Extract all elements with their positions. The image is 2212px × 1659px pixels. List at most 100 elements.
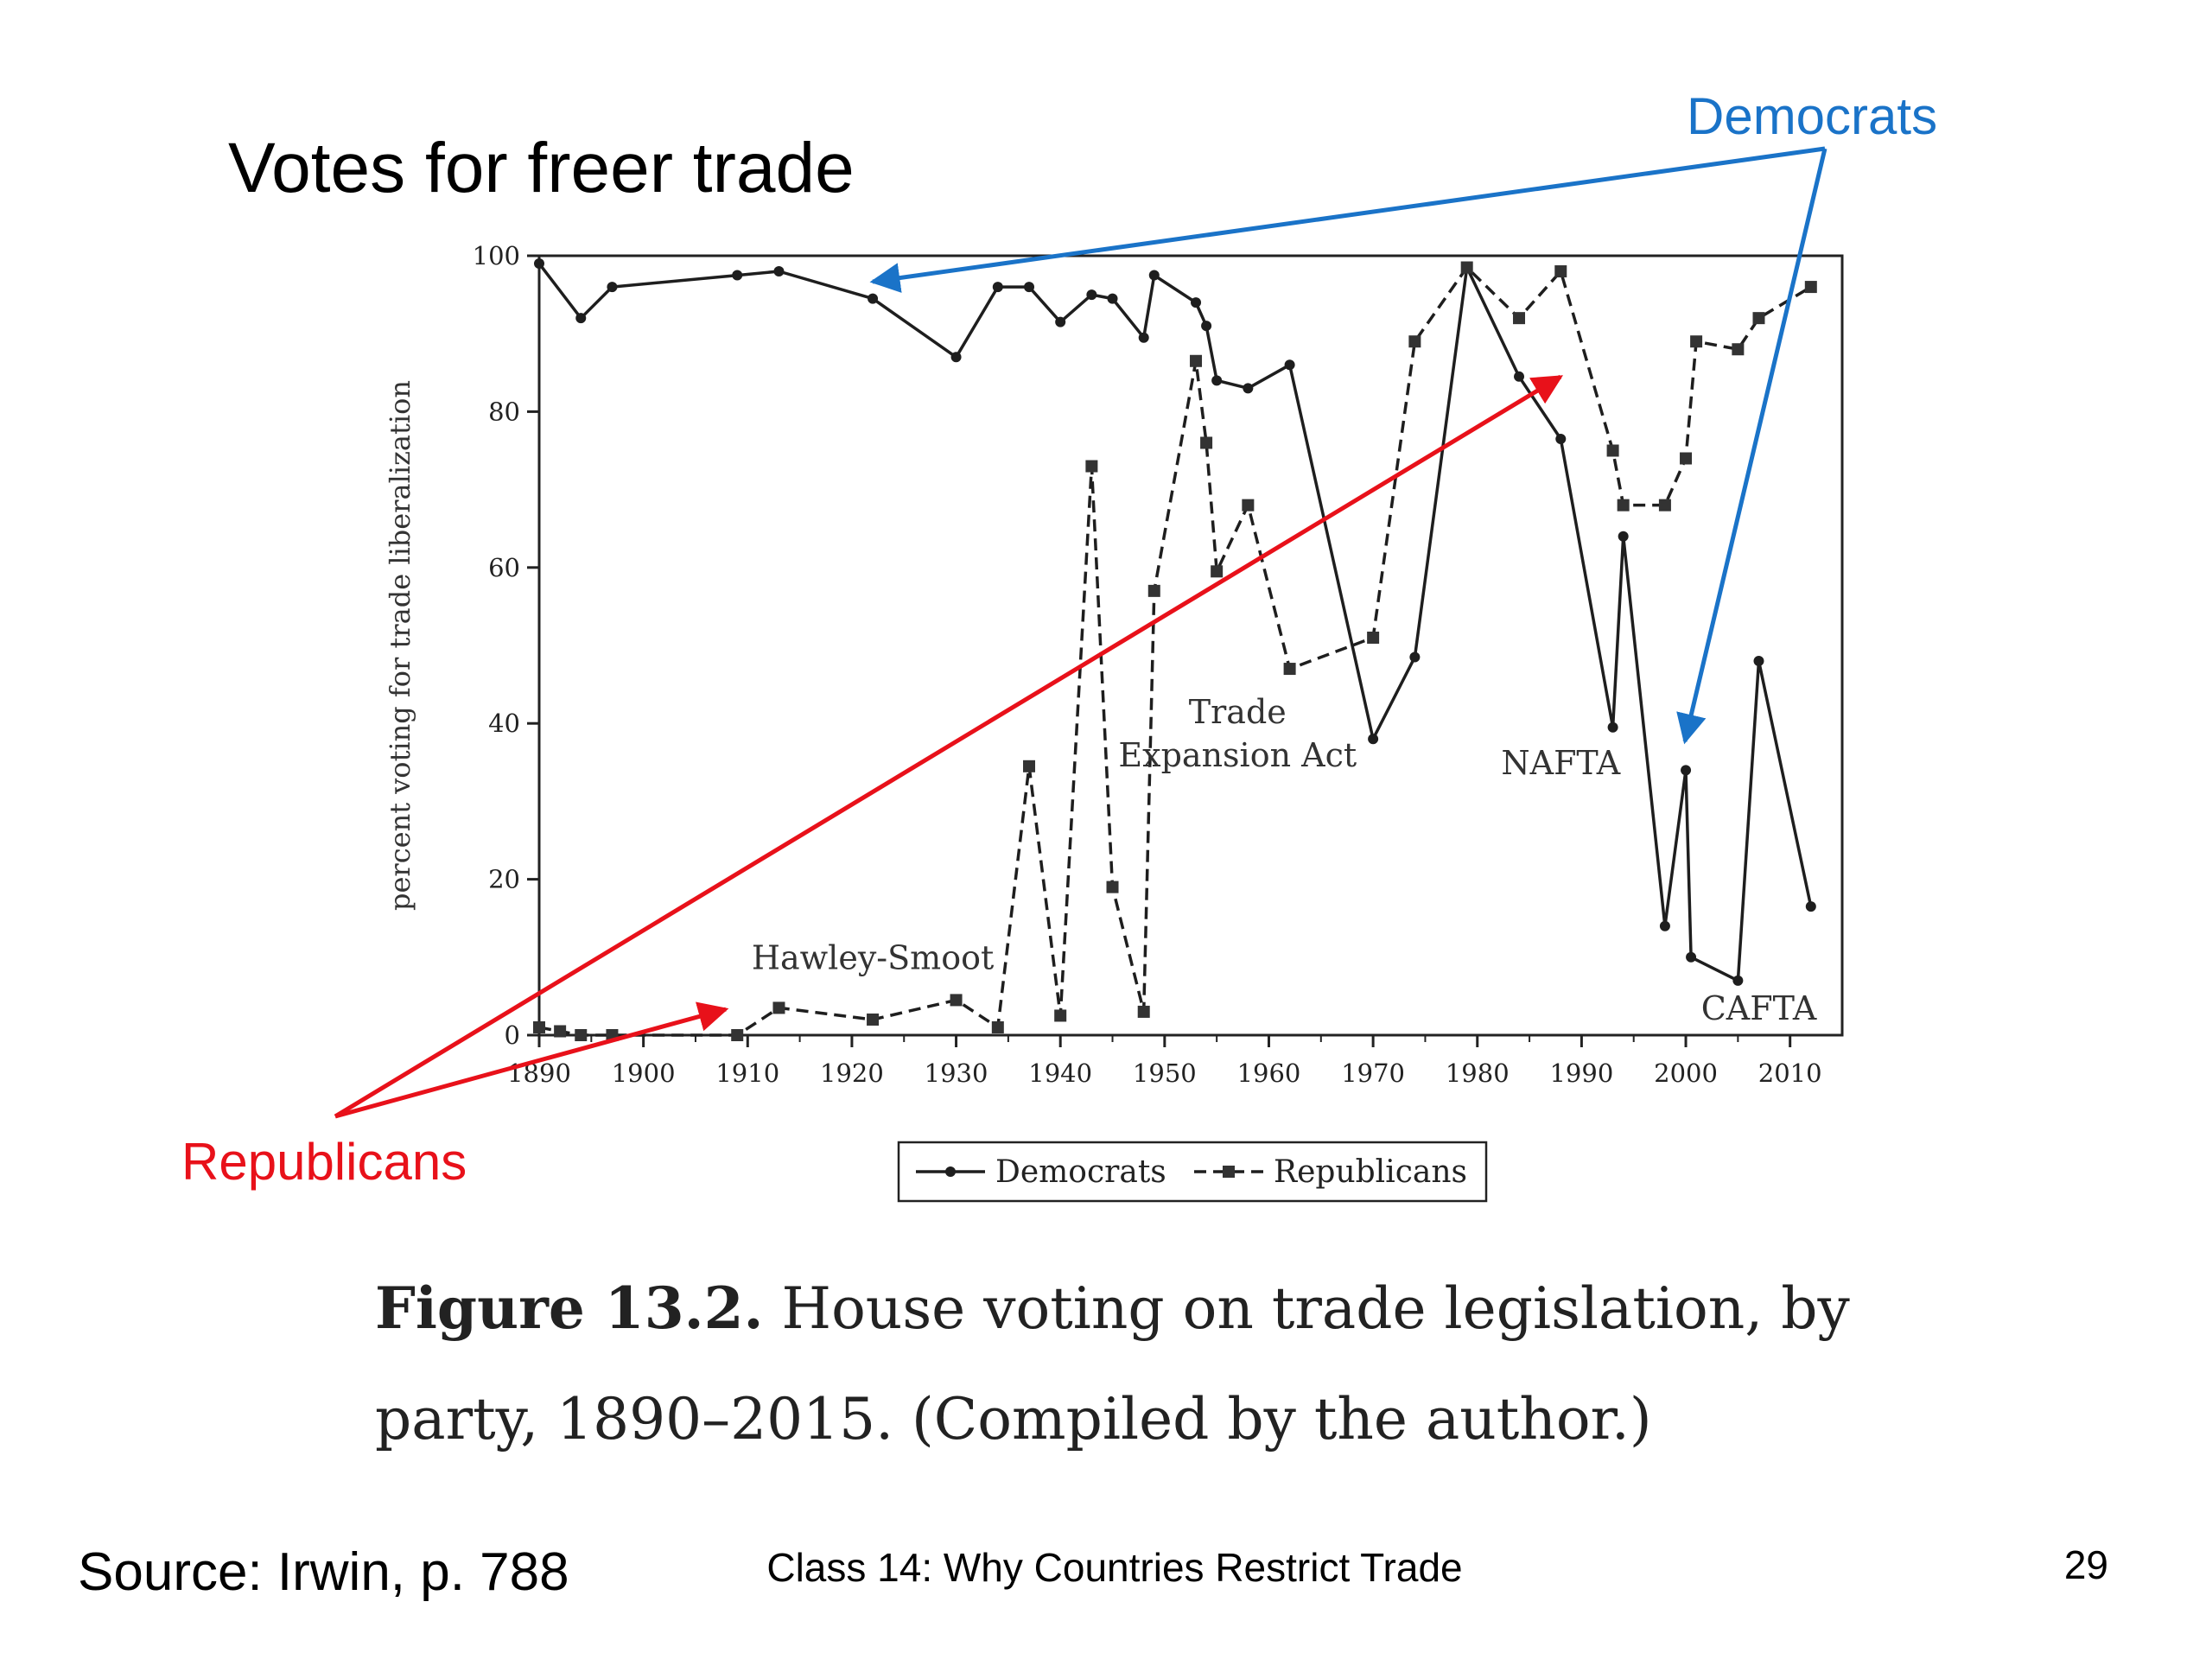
data-point-republicans	[867, 1013, 880, 1026]
x-tick-label: 1940	[1028, 1058, 1092, 1088]
series-line-democrats	[537, 262, 1813, 982]
data-point-democrats	[1805, 901, 1816, 912]
data-point-democrats	[1138, 332, 1149, 343]
y-tick-label: 60	[488, 553, 520, 582]
annotation-label: Hawley-Smoot	[752, 938, 994, 976]
data-point-republicans	[1752, 312, 1765, 325]
data-point-republicans	[1680, 452, 1693, 465]
series-line-republicans	[538, 265, 1812, 1037]
legend-box	[897, 1141, 1488, 1203]
y-axis-label: percent voting for trade liberalization	[384, 380, 416, 911]
data-point-democrats	[1086, 289, 1097, 301]
data-point-republicans	[533, 1020, 545, 1033]
data-point-republicans	[1658, 499, 1671, 512]
legend-label-republicans: Republicans	[1274, 1154, 1467, 1190]
data-point-democrats	[1148, 270, 1160, 281]
annotation-label: CAFTA	[1701, 989, 1817, 1027]
callout-republicans-label: Republicans	[181, 1133, 467, 1191]
x-tick-label: 1970	[1341, 1058, 1405, 1088]
annotation-label: NAFTA	[1501, 744, 1620, 782]
democrats-arrow-to-top-line	[869, 146, 1826, 293]
y-tick-label: 80	[488, 397, 520, 426]
x-tick-label: 1990	[1549, 1058, 1613, 1088]
data-point-democrats	[1409, 652, 1421, 663]
data-point-republicans	[772, 1001, 785, 1014]
page-number: 29	[2063, 1542, 2108, 1587]
annotation-label: Expansion Act	[1118, 736, 1357, 774]
data-point-republicans	[1054, 1009, 1067, 1022]
x-tick-label: 2000	[1654, 1058, 1718, 1088]
data-point-democrats	[1659, 920, 1670, 931]
legend-label-democrats: Democrats	[995, 1154, 1166, 1190]
data-point-democrats	[950, 352, 962, 363]
data-point-republicans	[1190, 354, 1203, 367]
data-point-democrats	[1686, 951, 1697, 963]
data-point-republicans	[1283, 663, 1296, 676]
data-point-republicans	[731, 1029, 744, 1041]
axes: 1890 1900 1910 1920 1930 1940 1950 1960 1970 1980…	[384, 241, 1822, 1088]
legend-marker-republicans	[1223, 1166, 1235, 1178]
y-tick-label: 20	[488, 865, 520, 894]
data-point-republicans	[1732, 343, 1745, 356]
data-point-democrats	[992, 282, 1003, 293]
data-point-republicans	[1367, 631, 1380, 644]
data-point-republicans	[1606, 444, 1619, 457]
data-point-democrats	[534, 258, 544, 270]
footer-source: Source: Irwin, p. 788	[78, 1542, 569, 1602]
x-tick-label: 1930	[925, 1058, 988, 1088]
data-point-republicans	[1147, 584, 1160, 597]
data-point-democrats	[1514, 371, 1525, 382]
data-point-republicans	[1690, 335, 1703, 348]
data-point-democrats	[1243, 383, 1254, 394]
data-point-republicans	[991, 1020, 1004, 1033]
data-point-democrats	[1055, 316, 1066, 327]
legend: Democrats Republicans	[897, 1141, 1488, 1203]
figure-caption: Figure 13.2. House voting on trade legis…	[375, 1253, 1930, 1475]
data-point-republicans	[1408, 335, 1421, 348]
x-tick-label: 1960	[1237, 1058, 1301, 1088]
annotation-label: Trade	[1189, 693, 1287, 731]
data-point-democrats	[607, 282, 618, 293]
data-point-republicans	[575, 1029, 588, 1041]
plot-area-frame	[537, 254, 1844, 1037]
x-tick-label: 1950	[1133, 1058, 1197, 1088]
data-point-republicans	[1211, 565, 1224, 578]
data-point-democrats	[575, 313, 587, 324]
data-point-democrats	[1555, 433, 1567, 444]
data-point-republicans	[1137, 1005, 1150, 1018]
data-point-democrats	[1368, 734, 1379, 745]
data-point-republicans	[1023, 760, 1036, 772]
callout-democrats-label: Democrats	[1687, 87, 1938, 145]
data-point-democrats	[732, 270, 743, 281]
y-tick-label: 0	[505, 1020, 520, 1050]
data-point-republicans	[554, 1025, 567, 1038]
data-point-democrats	[773, 266, 785, 277]
data-point-republicans	[1554, 265, 1567, 278]
y-tick-label: 40	[488, 709, 520, 738]
republicans-arrow-to-early-line	[334, 1001, 729, 1119]
data-point-republicans	[1085, 460, 1098, 473]
data-point-democrats	[1607, 721, 1618, 733]
data-point-democrats	[1024, 282, 1035, 293]
data-point-republicans	[1804, 281, 1817, 294]
data-point-republicans	[1106, 880, 1119, 893]
data-point-democrats	[1284, 359, 1295, 371]
x-tick-label: 1980	[1446, 1058, 1510, 1088]
data-point-democrats	[1191, 297, 1202, 308]
republicans-arrow-to-late-line	[334, 374, 1563, 1119]
data-point-democrats	[1681, 765, 1692, 776]
data-point-republicans	[1200, 436, 1213, 449]
x-tick-label: 1900	[612, 1058, 676, 1088]
data-point-democrats	[1753, 656, 1764, 667]
data-point-republicans	[1513, 312, 1526, 325]
figure-caption-text: House voting on trade legislation, by pa…	[375, 1275, 1850, 1452]
y-tick-label: 100	[473, 241, 520, 270]
x-tick-label: 1920	[820, 1058, 884, 1088]
data-point-democrats	[1201, 321, 1212, 332]
data-point-republicans	[1460, 261, 1473, 274]
data-point-democrats	[1732, 975, 1744, 986]
data-point-republicans	[1617, 499, 1630, 512]
x-tick-label: 1910	[715, 1058, 779, 1088]
legend-marker-democrats	[945, 1166, 956, 1177]
